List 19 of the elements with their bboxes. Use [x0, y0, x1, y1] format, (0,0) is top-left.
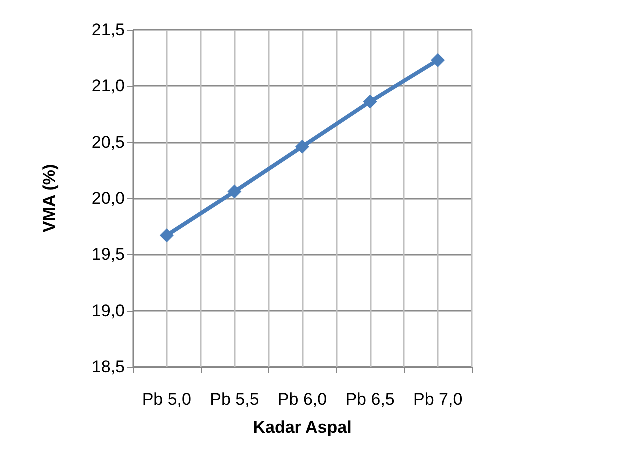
point [228, 184, 242, 199]
y-axis-title: VMA (%) [40, 164, 59, 233]
x-tick-label: Pb 6,5 [346, 390, 395, 409]
x-axis-title: Kadar Aspal [253, 418, 352, 437]
y-tick-label: 19,0 [92, 301, 125, 320]
y-tick-label: 18,5 [92, 358, 125, 376]
y-tick-label: 20,5 [92, 132, 125, 152]
y-tick-label: 19,5 [92, 245, 125, 264]
y-tick-label: 21,0 [92, 76, 125, 96]
x-tick-label: Pb 5,5 [210, 390, 260, 409]
point [160, 228, 174, 243]
y-tick-label: 21,5 [92, 20, 125, 40]
x-tick-label: Pb 6,0 [278, 390, 328, 409]
point [363, 94, 378, 109]
point [431, 53, 446, 68]
x-tick-label: Pb 5,0 [142, 390, 192, 409]
point [296, 140, 310, 154]
x-tick-label: Pb 7,0 [414, 390, 463, 409]
y-tick-label: 20,0 [92, 189, 125, 208]
